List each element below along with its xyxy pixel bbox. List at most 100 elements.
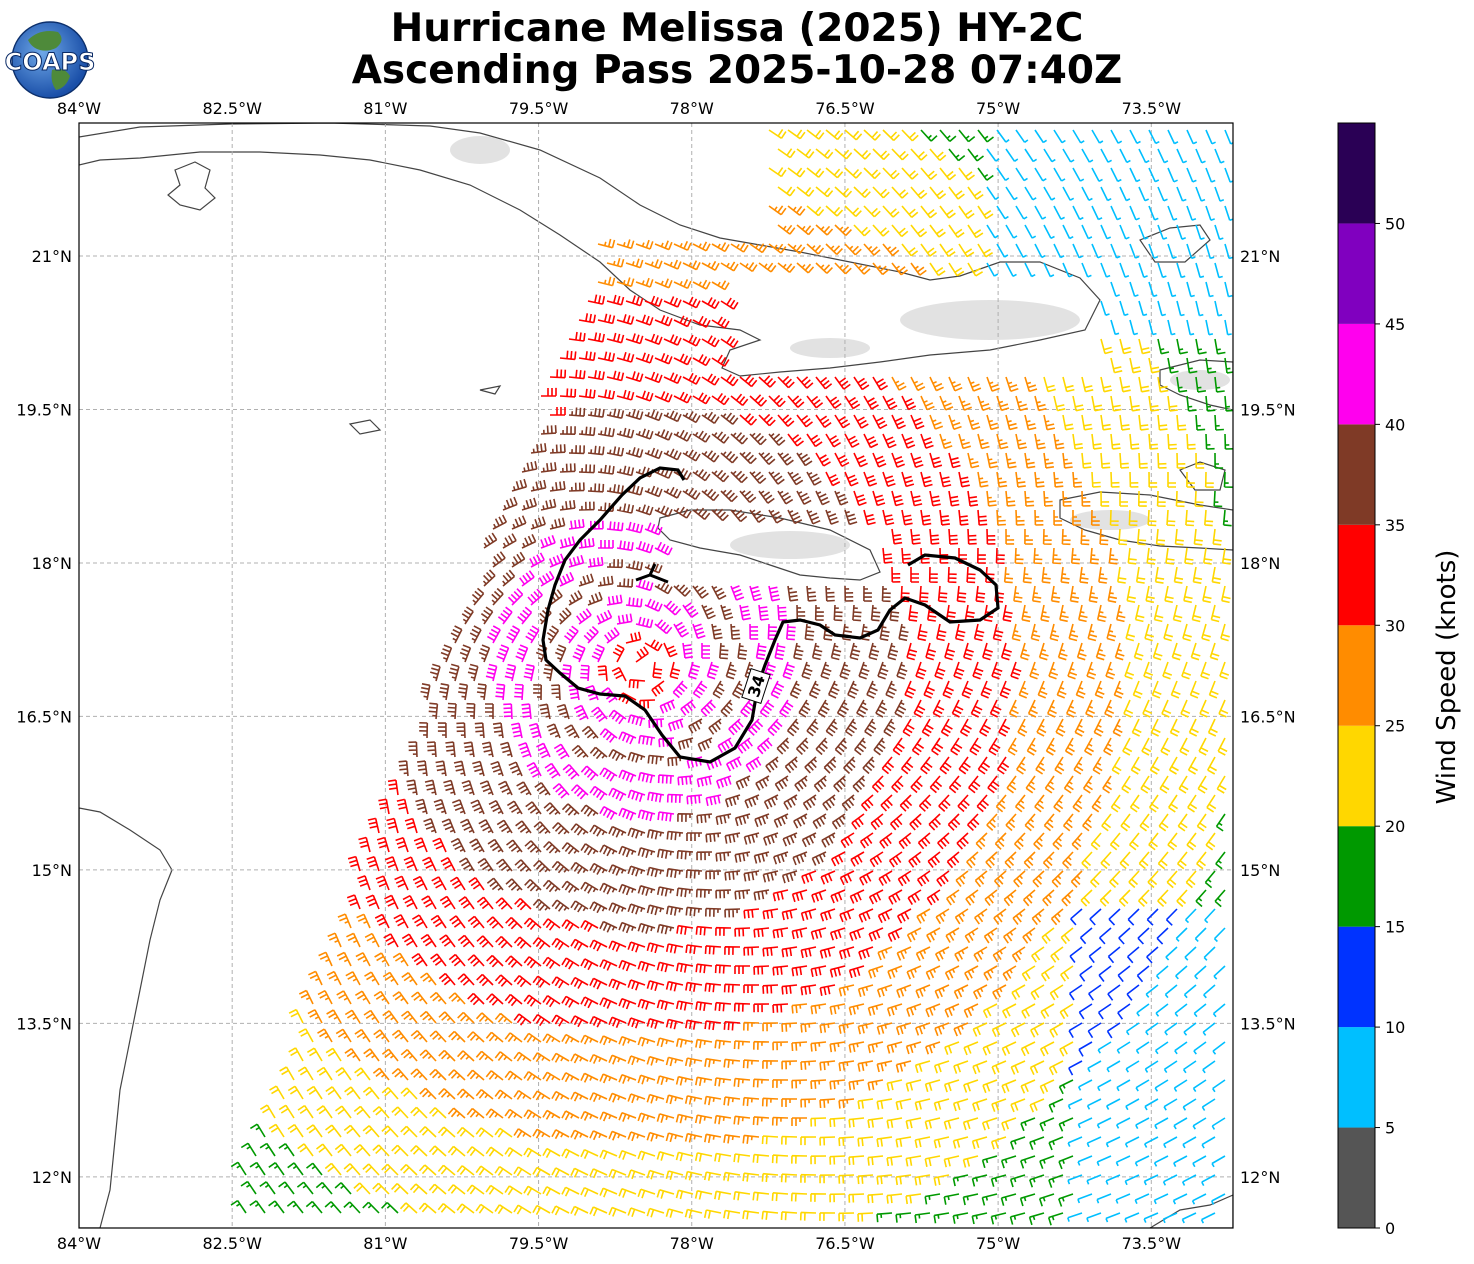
wind-barb-1967: [848, 1117, 865, 1128]
wind-barb-1692: [344, 1009, 361, 1024]
wind-barb-1424: [724, 908, 741, 918]
wind-barb-132: [948, 224, 965, 238]
wind-barb-541: [1081, 490, 1091, 507]
wind-barb-1420: [646, 904, 665, 916]
wind-barb-1739: [317, 1028, 333, 1043]
wind-barb-17: [1091, 129, 1104, 144]
wind-barb-1533: [1011, 946, 1026, 963]
wind-barb-1493: [1156, 927, 1169, 945]
wind-barb-320: [1119, 376, 1131, 393]
wind-barb-1008: [528, 722, 542, 739]
wind-barb-1048: [463, 741, 475, 758]
wind-barb-296: [663, 372, 682, 385]
wind-barb-1881: [1135, 1079, 1150, 1092]
wind-barb-800: [604, 627, 620, 644]
wind-barb-2173: [829, 1193, 846, 1203]
wind-barb-1332: [724, 870, 741, 881]
wind-barb-1745: [429, 1030, 447, 1043]
wind-barb-1355: [1166, 870, 1178, 889]
wind-barb-973: [667, 718, 684, 732]
wind-barb-2084: [1115, 1155, 1131, 1167]
wind-barb-1315: [403, 856, 418, 872]
wind-barb-127: [853, 224, 871, 237]
wind-barb-581: [1109, 509, 1119, 526]
wind-barb-340: [806, 395, 824, 409]
wind-barb-438: [568, 445, 585, 455]
wind-barb-319: [1100, 376, 1113, 393]
wind-barb-799: [583, 626, 599, 644]
wind-barb-837: [515, 644, 529, 663]
wind-barb-1316: [422, 856, 437, 872]
wind-barb-472: [1214, 452, 1224, 469]
wind-barb-665: [1117, 566, 1127, 584]
wind-barb-1763: [772, 1041, 789, 1051]
wind-barb-875: [429, 663, 441, 682]
wind-barb-1392: [1003, 889, 1017, 907]
wind-barb-1829: [1087, 1060, 1102, 1073]
wind-barb-1842: [391, 1067, 409, 1081]
wind-barb-458: [948, 452, 961, 469]
wind-barb-2003: [551, 1129, 570, 1140]
wind-barb-620: [578, 537, 595, 549]
wind-barb-1280: [618, 845, 637, 858]
wind-barb-1088: [398, 760, 409, 777]
wind-barb-106: [920, 205, 938, 219]
wind-barb-83: [948, 186, 965, 200]
wind-barb-475: [559, 463, 576, 473]
wind-barb-906: [1018, 680, 1029, 699]
wind-barb-556: [635, 504, 654, 516]
wind-barb-1012: [599, 728, 618, 743]
wind-barb-1643: [354, 990, 371, 1005]
lat-tick-right-4: 15°N: [1240, 861, 1280, 880]
wind-barb-338: [768, 394, 786, 408]
wind-barb-842: [612, 644, 625, 663]
wind-barb-2143: [259, 1181, 276, 1195]
wind-barb-2193: [1210, 1193, 1226, 1205]
wind-barb-297: [682, 372, 701, 385]
wind-barb-1750: [523, 1032, 542, 1043]
wind-barb-632: [1014, 547, 1024, 565]
wind-barb-1723: [934, 1022, 950, 1037]
wind-barb-1975: [1001, 1117, 1017, 1131]
wind-barb-2063: [714, 1152, 732, 1163]
wind-barb-134: [986, 224, 999, 239]
wind-barb-2078: [1000, 1155, 1017, 1169]
wind-barb-1258: [1071, 832, 1083, 851]
wind-barb-1475: [810, 927, 827, 940]
wind-barb-50: [787, 167, 806, 178]
wind-barb-575: [996, 509, 1006, 526]
wind-barb-487: [787, 471, 804, 486]
wind-barb-1568: [772, 965, 789, 976]
wind-barb-2135: [1086, 1174, 1102, 1185]
wind-barb-16: [1072, 129, 1085, 144]
wind-barb-49: [768, 167, 787, 178]
wind-barb-619: [559, 536, 576, 549]
wind-barb-1278: [580, 843, 599, 856]
wind-barb-1805: [627, 1055, 646, 1066]
wind-barb-985: [902, 718, 915, 737]
wind-barb-938: [817, 699, 830, 718]
wind-barb-574: [977, 509, 988, 526]
wind-barb-1071: [900, 756, 914, 775]
wind-barb-1960: [714, 1114, 732, 1125]
wind-barb-666: [1135, 566, 1146, 584]
wind-barb-349: [977, 395, 991, 411]
wind-barb-1635: [1126, 984, 1140, 1001]
lat-tick-right-6: 12°N: [1240, 1168, 1280, 1187]
wind-barb-867: [1086, 661, 1097, 680]
wind-barb-1104: [696, 775, 713, 788]
wind-barb-1231: [552, 822, 570, 835]
wind-barb-1367: [524, 879, 542, 892]
wind-barb-678: [616, 578, 634, 588]
wind-barb-1981: [1115, 1117, 1131, 1129]
wind-barb-2226: [838, 1212, 855, 1222]
wind-barb-2137: [1124, 1174, 1140, 1186]
wind-barb-1167: [1053, 794, 1064, 813]
wind-barb-709: [1202, 585, 1212, 604]
wind-barb-1598: [420, 972, 437, 986]
wind-barb-856: [877, 661, 889, 680]
wind-barb-516: [606, 484, 624, 495]
wind-barb-1059: [667, 756, 684, 767]
wind-barb-1082: [1111, 756, 1122, 775]
wind-barb-56: [901, 167, 919, 180]
